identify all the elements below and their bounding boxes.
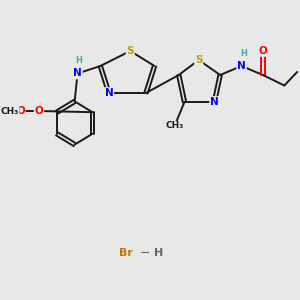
Text: S: S	[195, 55, 202, 65]
Text: O: O	[259, 46, 267, 56]
Text: −: −	[139, 247, 150, 260]
Text: O: O	[16, 106, 25, 116]
Text: CH₃: CH₃	[1, 106, 19, 116]
Text: N: N	[210, 97, 219, 107]
Text: N: N	[104, 88, 113, 98]
Text: H: H	[240, 49, 247, 58]
Text: O: O	[34, 106, 43, 116]
Text: H: H	[154, 248, 164, 259]
Text: Br: Br	[119, 248, 133, 259]
Text: H: H	[76, 56, 82, 65]
Text: CH₃: CH₃	[165, 122, 184, 130]
Text: S: S	[127, 46, 134, 56]
Text: N: N	[73, 68, 82, 79]
Text: N: N	[237, 61, 246, 71]
